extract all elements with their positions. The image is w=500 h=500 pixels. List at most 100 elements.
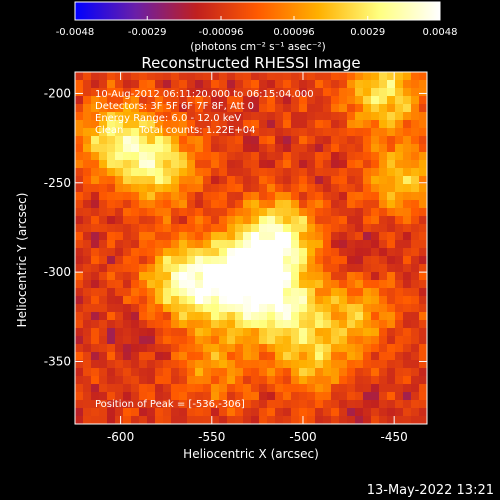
heatmap-cell: [139, 152, 148, 161]
heatmap-cell: [115, 208, 124, 217]
heatmap-cell: [347, 192, 356, 201]
heatmap-cell: [155, 232, 164, 241]
heatmap-cell: [363, 120, 372, 129]
heatmap-cell: [115, 376, 124, 385]
heatmap-cell: [395, 184, 404, 193]
heatmap-cell: [363, 328, 372, 337]
heatmap-cell: [251, 320, 260, 329]
heatmap-cell: [355, 152, 364, 161]
heatmap-cell: [131, 144, 140, 153]
heatmap-cell: [155, 136, 164, 145]
heatmap-cell: [275, 176, 284, 185]
heatmap-cell: [307, 368, 316, 377]
heatmap-cell: [411, 160, 420, 169]
heatmap-cell: [387, 80, 396, 89]
heatmap-cell: [259, 256, 268, 265]
heatmap-cell: [131, 304, 140, 313]
heatmap-cell: [155, 416, 164, 424]
heatmap-cell: [235, 224, 244, 233]
heatmap-cell: [243, 104, 252, 113]
heatmap-cell: [371, 328, 380, 337]
heatmap-cell: [419, 72, 427, 81]
heatmap-cell: [203, 256, 212, 265]
heatmap-cell: [339, 400, 348, 409]
heatmap-cell: [227, 112, 236, 121]
heatmap-cell: [131, 96, 140, 105]
heatmap-cell: [331, 112, 340, 121]
heatmap-cell: [115, 408, 124, 417]
heatmap-cell: [75, 256, 84, 265]
heatmap-cell: [155, 352, 164, 361]
heatmap-cell: [347, 200, 356, 209]
heatmap-cell: [163, 112, 172, 121]
heatmap-cell: [379, 344, 388, 353]
heatmap-cell: [315, 328, 324, 337]
heatmap-cell: [219, 376, 228, 385]
heatmap-cell: [219, 104, 228, 113]
heatmap-cell: [235, 384, 244, 393]
heatmap-cell: [331, 160, 340, 169]
heatmap-cell: [91, 408, 100, 417]
heatmap-cell: [395, 88, 404, 97]
heatmap-cell: [283, 192, 292, 201]
heatmap-cell: [235, 160, 244, 169]
heatmap-cell: [235, 312, 244, 321]
heatmap-cell: [419, 352, 427, 361]
heatmap-cell: [291, 312, 300, 321]
heatmap-cell: [267, 120, 276, 129]
heatmap-cell: [179, 312, 188, 321]
heatmap-cell: [91, 160, 100, 169]
heatmap-cell: [387, 192, 396, 201]
heatmap-cell: [99, 344, 108, 353]
heatmap-cell: [83, 184, 92, 193]
heatmap-cell: [355, 240, 364, 249]
colorbar-gradient: [74, 1, 441, 21]
heatmap-cell: [411, 192, 420, 201]
heatmap-cell: [355, 320, 364, 329]
heatmap-cell: [267, 248, 276, 257]
heatmap-cell: [331, 280, 340, 289]
heatmap-cell: [227, 72, 236, 81]
heatmap-cell: [171, 224, 180, 233]
heatmap-cell: [259, 208, 268, 217]
heatmap-cell: [131, 128, 140, 137]
heatmap-cell: [99, 408, 108, 417]
heatmap-cell: [315, 312, 324, 321]
heatmap-cell: [91, 168, 100, 177]
heatmap-cell: [211, 112, 220, 121]
heatmap-cell: [115, 312, 124, 321]
heatmap-cell: [243, 376, 252, 385]
heatmap-cell: [227, 312, 236, 321]
heatmap-cell: [195, 320, 204, 329]
heatmap-cell: [371, 256, 380, 265]
heatmap-cell: [363, 408, 372, 417]
heatmap-cell: [139, 72, 148, 81]
heatmap-cell: [139, 328, 148, 337]
heatmap-cell: [147, 360, 156, 369]
heatmap-cell: [107, 176, 116, 185]
heatmap-cell: [179, 144, 188, 153]
heatmap-cell: [275, 120, 284, 129]
heatmap-cell: [147, 112, 156, 121]
heatmap-cell: [339, 152, 348, 161]
heatmap-cell: [267, 240, 276, 249]
heatmap-cell: [147, 376, 156, 385]
heatmap-cell: [99, 80, 108, 89]
heatmap-cell: [139, 272, 148, 281]
heatmap-cell: [259, 352, 268, 361]
heatmap-cell: [83, 264, 92, 273]
heatmap-cell: [283, 392, 292, 401]
heatmap-cell: [315, 72, 324, 81]
heatmap-cell: [339, 96, 348, 105]
heatmap-cell: [211, 264, 220, 273]
heatmap-cell: [275, 352, 284, 361]
heatmap-cell: [203, 392, 212, 401]
heatmap-cell: [387, 280, 396, 289]
heatmap-cell: [139, 88, 148, 97]
heatmap-cell: [323, 288, 332, 297]
heatmap-cell: [371, 160, 380, 169]
heatmap-cell: [171, 72, 180, 81]
heatmap-cell: [363, 128, 372, 137]
heatmap-cell: [299, 264, 308, 273]
heatmap-cell: [211, 104, 220, 113]
